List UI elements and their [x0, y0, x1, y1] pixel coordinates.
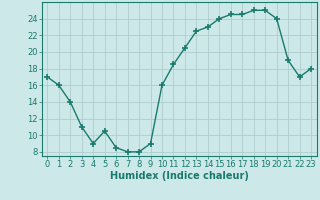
X-axis label: Humidex (Indice chaleur): Humidex (Indice chaleur): [110, 171, 249, 181]
